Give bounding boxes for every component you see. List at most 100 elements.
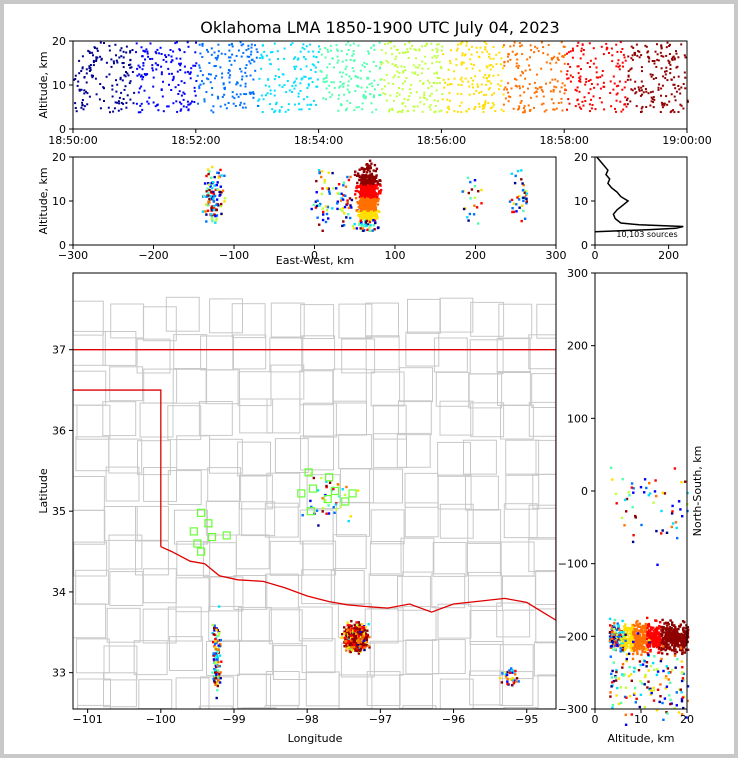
source-point	[348, 75, 351, 78]
source-point	[358, 205, 362, 208]
source-point	[216, 650, 219, 654]
source-point	[360, 192, 363, 195]
source-point	[385, 73, 388, 76]
source-point	[650, 632, 653, 635]
source-point	[667, 59, 670, 62]
source-point	[472, 213, 476, 216]
source-point	[363, 191, 366, 194]
source-point	[540, 86, 543, 89]
source-point	[364, 95, 367, 98]
source-point	[129, 63, 132, 66]
source-point	[674, 633, 677, 636]
source-point	[88, 65, 91, 68]
source-point	[195, 62, 198, 65]
source-point	[661, 84, 664, 87]
source-point	[367, 644, 370, 648]
source-point	[638, 634, 641, 637]
source-point	[624, 96, 627, 99]
source-point	[217, 97, 220, 100]
source-point	[643, 630, 647, 633]
source-point	[373, 228, 376, 231]
source-point	[88, 50, 91, 53]
source-point	[352, 646, 355, 649]
source-point	[229, 56, 232, 59]
source-point	[201, 210, 205, 213]
lma-stations	[189, 468, 357, 556]
source-point	[468, 212, 472, 216]
source-point	[360, 195, 363, 198]
source-point	[214, 683, 217, 686]
source-point	[411, 71, 414, 74]
source-point	[212, 633, 215, 636]
source-point	[176, 70, 179, 73]
source-point	[336, 200, 339, 203]
source-point	[638, 639, 641, 643]
source-point	[319, 202, 322, 206]
source-point	[466, 176, 470, 179]
source-point	[271, 51, 274, 53]
county-outline	[535, 608, 556, 644]
station-marker	[306, 507, 315, 516]
source-point	[229, 74, 232, 77]
source-point	[385, 59, 388, 62]
source-point	[642, 633, 646, 637]
source-point	[488, 53, 491, 56]
county-outline	[109, 366, 144, 402]
source-point	[269, 92, 272, 95]
source-point	[473, 179, 477, 182]
source-point	[217, 50, 220, 53]
source-point	[462, 61, 465, 64]
source-point	[358, 195, 362, 199]
source-point	[417, 66, 419, 69]
source-point	[210, 207, 213, 210]
source-point	[335, 187, 338, 190]
source-point	[577, 65, 580, 68]
source-point	[655, 636, 659, 640]
source-point	[175, 57, 178, 60]
source-point	[347, 641, 350, 645]
source-point	[343, 630, 346, 633]
source-point	[325, 484, 328, 488]
source-point	[215, 628, 218, 631]
source-point	[517, 64, 520, 67]
source-point	[120, 55, 123, 58]
source-point	[428, 106, 431, 109]
source-point	[317, 61, 320, 64]
source-point	[558, 52, 561, 55]
county-outline	[105, 466, 140, 502]
source-point	[406, 48, 409, 51]
source-point	[301, 77, 304, 80]
source-point	[628, 627, 632, 630]
source-point	[630, 679, 633, 682]
source-point	[579, 78, 582, 81]
source-point	[309, 499, 312, 503]
source-point	[172, 77, 175, 80]
source-point	[265, 94, 267, 97]
source-point	[363, 180, 366, 183]
source-point	[277, 68, 280, 71]
source-point	[374, 218, 377, 221]
county-outline	[237, 606, 272, 642]
county-outline	[73, 476, 105, 511]
source-point	[652, 101, 655, 104]
source-point	[189, 71, 192, 74]
source-point	[641, 644, 644, 647]
source-point	[345, 216, 348, 219]
source-point	[611, 633, 615, 636]
source-point	[567, 98, 570, 101]
source-point	[370, 82, 373, 85]
source-point	[362, 632, 365, 635]
east-west-points	[201, 159, 528, 232]
source-point	[358, 168, 361, 171]
source-point	[612, 641, 615, 644]
county-outline	[175, 577, 210, 613]
source-point	[250, 50, 253, 53]
source-point	[314, 200, 317, 203]
source-point	[668, 100, 671, 103]
source-point	[595, 66, 598, 69]
source-point	[446, 83, 449, 86]
source-point	[364, 641, 367, 644]
county-outline	[75, 638, 110, 674]
source-point	[578, 79, 581, 82]
source-point	[285, 91, 288, 94]
